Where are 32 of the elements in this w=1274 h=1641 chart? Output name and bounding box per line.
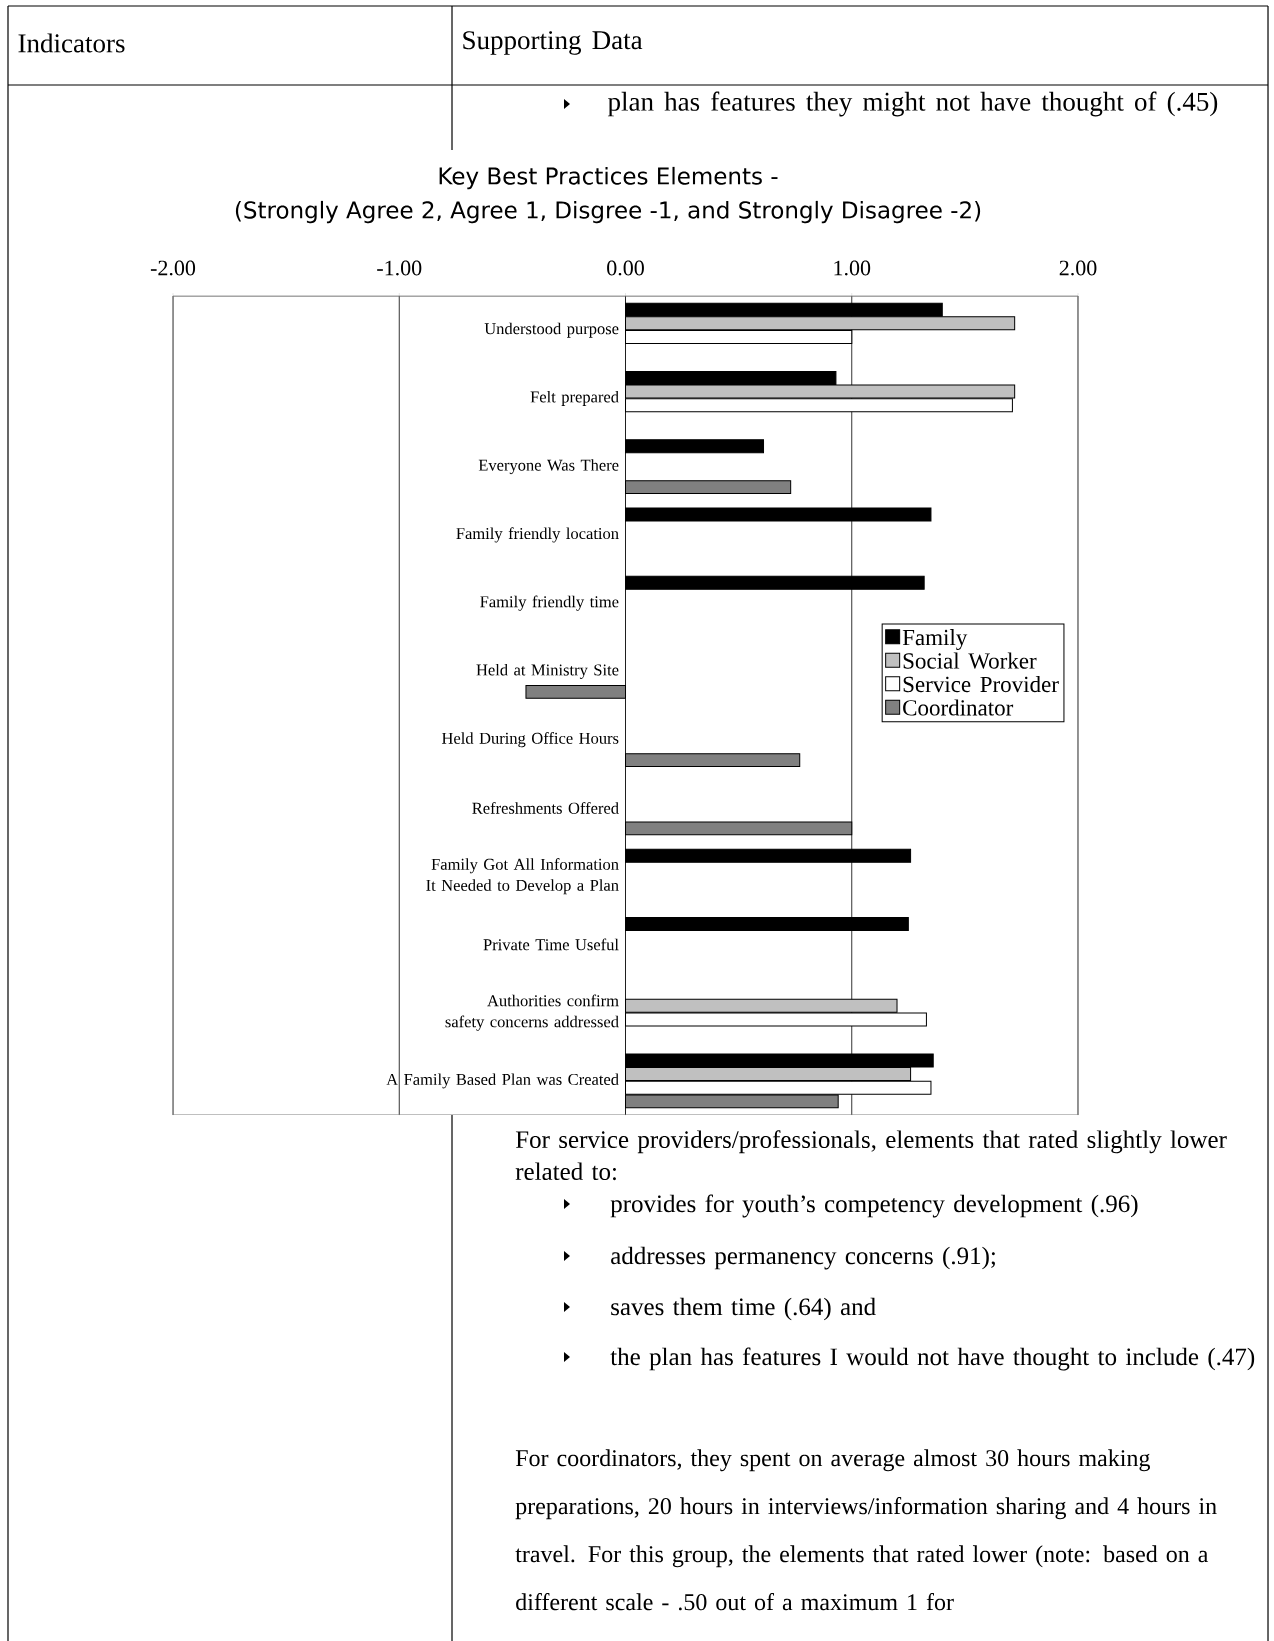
x-tick-label: -2.00 [150,260,196,276]
y-tick-label: Held During Office Hours [441,732,619,748]
chart-subtitle: (Strongly Agree 2, Agree 1, Disgree -1, and Strongly Disagree -2) [235,200,981,224]
y-tick-label: Refreshments Offered [472,802,619,814]
y-tick-label: Private Time Useful [483,938,619,951]
text: provides for youth’s competency development (.96) [610,1194,1138,1218]
x-tick-label: 2.00 [1059,260,1097,276]
x-tick-label: 0.00 [607,260,644,276]
y-tick-label: Family Got All Information It Needed to Develop a Plan [426,858,619,895]
y-tick-label: Family friendly location [456,527,619,543]
text: addresses permanency concerns (.91); [611,1246,995,1270]
text: saves them time (.64) and [611,1297,876,1321]
y-tick-label: A Family Based Plan was Created [386,1073,619,1089]
legend-label: Social Worker [903,652,1037,669]
legend-label: Coordinator [903,699,1014,716]
y-tick-label: Family friendly time [480,595,619,611]
x-tick-label: -1.00 [377,260,422,276]
text: Supporting Data [463,31,643,55]
y-tick-label: Everyone Was There [478,459,619,475]
legend-label: Service Provider [903,675,1059,693]
y-tick-label: Held at Ministry Site [476,663,619,679]
text: plan has features they might not have thought of (.45) [607,91,1218,117]
y-tick-label: Understood purpose [484,322,619,338]
text: For coordinators, they spent on average almost 30 hours making preparations, 20 hours in interviews/information sharing and 4 hours in travel. For this group, the elements that rated lower (note: based on a different scale - .50 out of a maximum 1 for [515,1449,1217,1611]
y-tick-label: Felt prepared [530,390,619,406]
text: For service providers/professionals, elements that rated slightly lower related to: [515,1130,1227,1181]
x-tick-label: 1.00 [834,260,871,276]
text: Indicators [18,33,125,53]
text: the plan has features I would not have thought to include (.47) [610,1347,1255,1371]
legend-label: Family [902,629,968,651]
y-tick-label: Authorities confirm safety concerns addressed [445,994,619,1031]
chart-title: Key Best Practices Elements - [439,166,778,190]
